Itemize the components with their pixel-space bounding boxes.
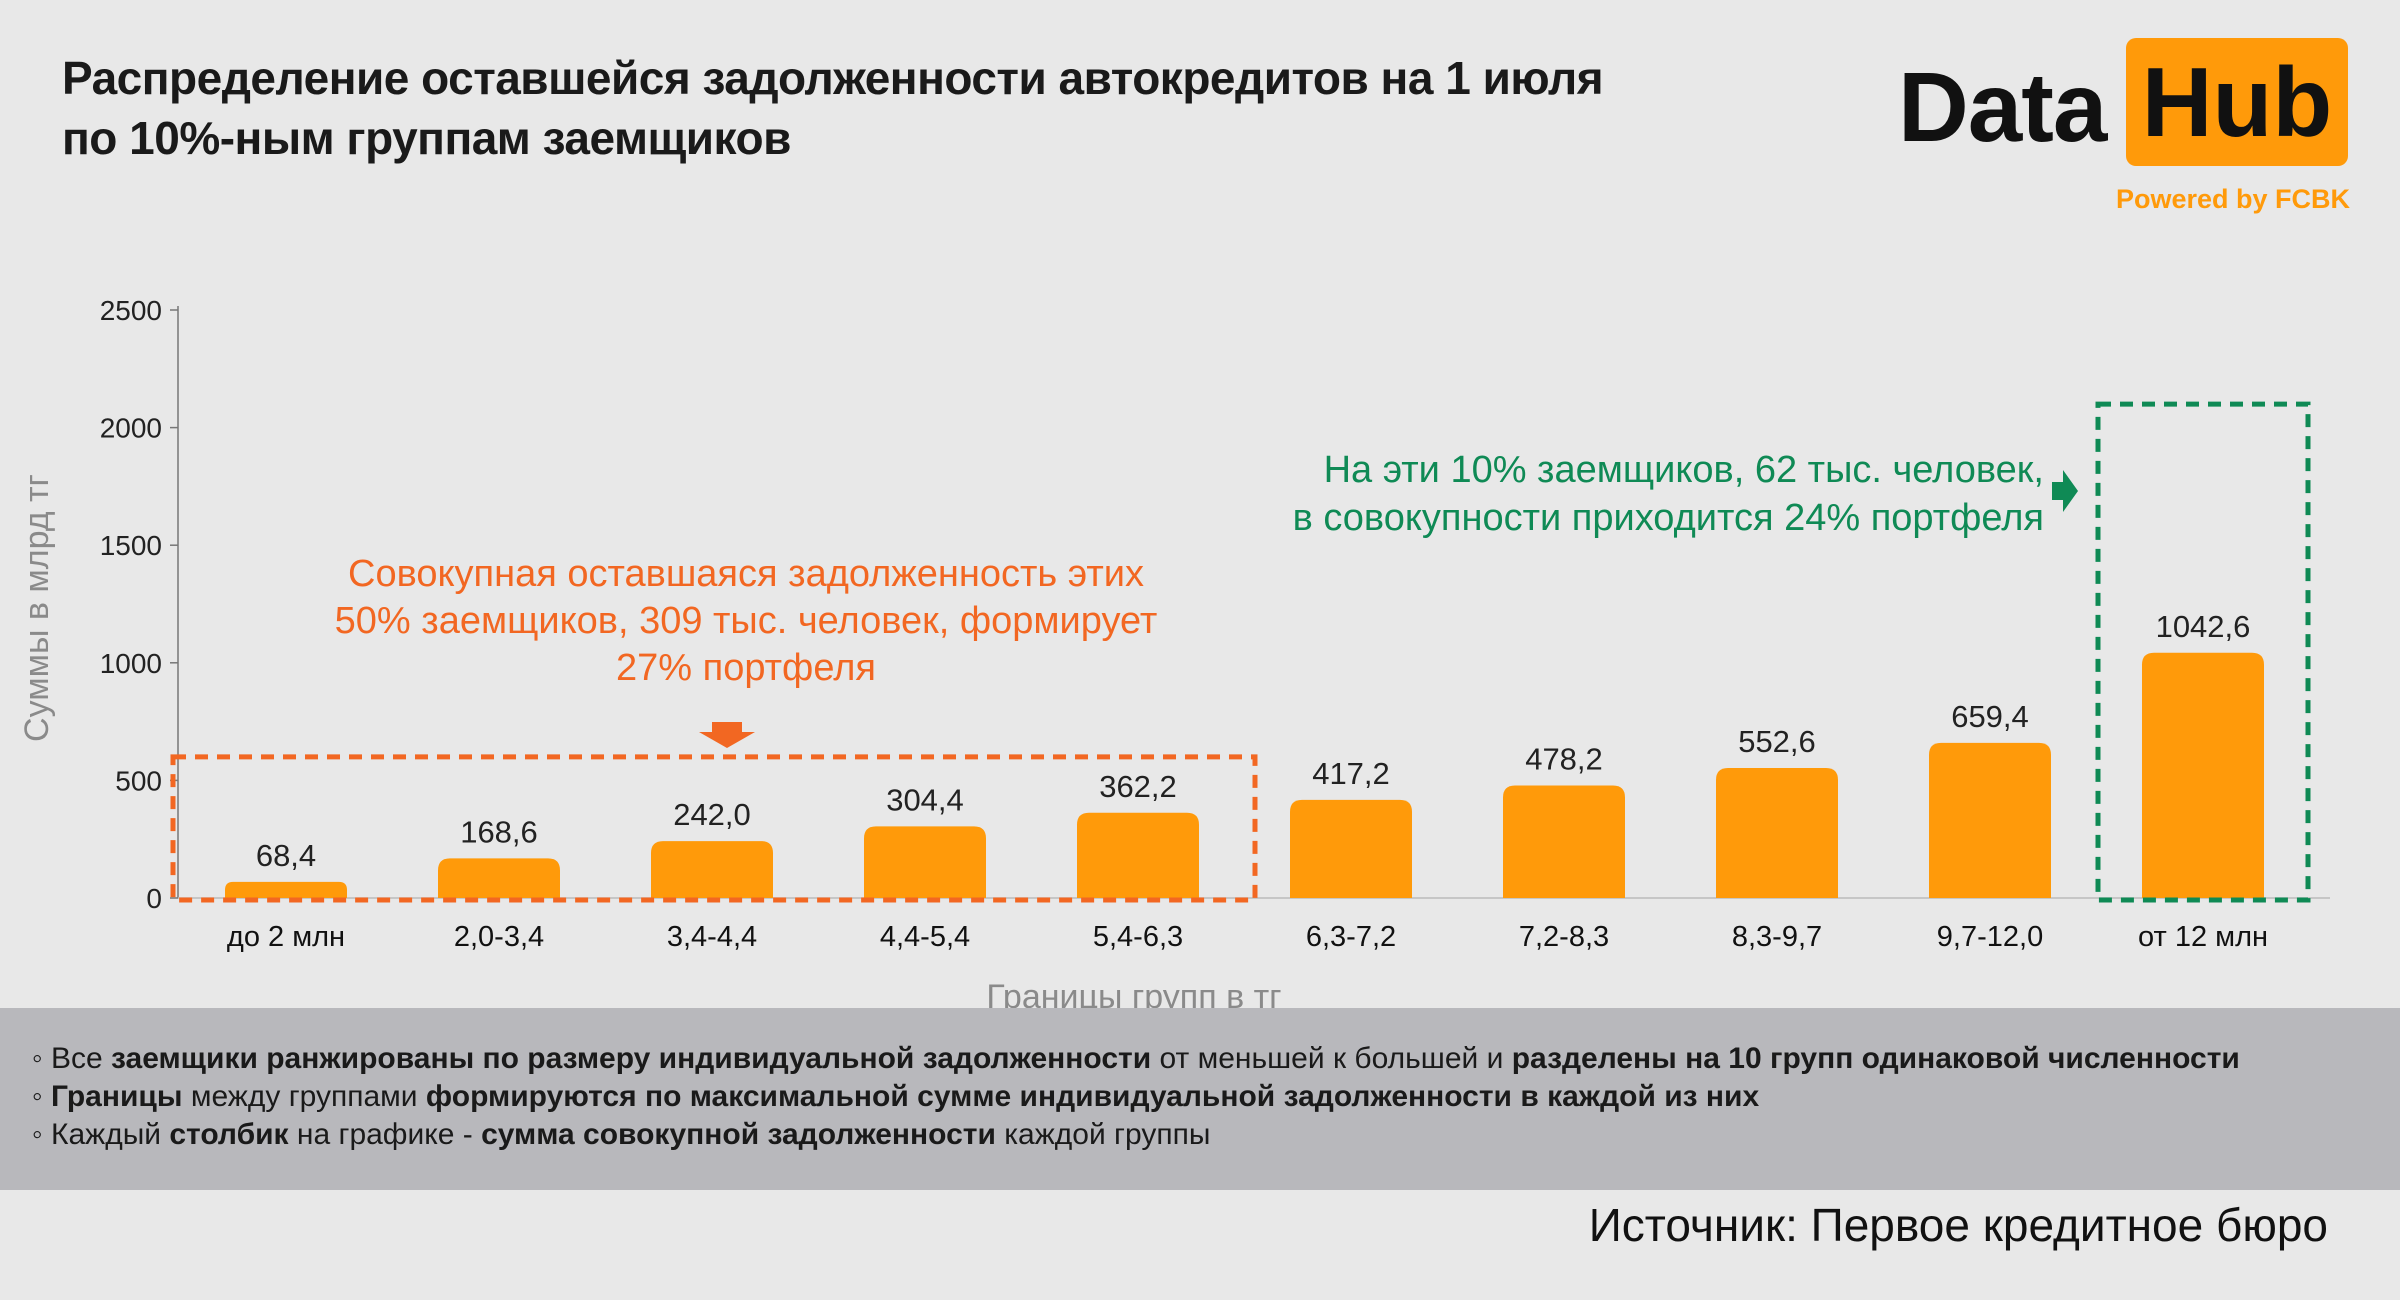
x-tick-label: 5,4-6,3 bbox=[1093, 921, 1183, 953]
note-text: на графике - bbox=[288, 1118, 482, 1151]
x-axis-label: Границы групп в тг bbox=[986, 978, 1281, 1008]
logo-word-data: Data bbox=[1898, 52, 2107, 162]
note-text: ◦ bbox=[32, 1080, 51, 1113]
annotation-text-bottom-50: 50% заемщиков, 309 тыс. человек, формиру… bbox=[335, 600, 1158, 642]
chart-title-line-1: Распределение оставшейся задолженности а… bbox=[62, 52, 1604, 104]
x-tick-label: 2,0-3,4 bbox=[454, 921, 544, 953]
annotation-text-bottom-50: Совокупная оставшаяся задолженность этих bbox=[348, 553, 1144, 595]
bar-value-label: 68,4 bbox=[256, 838, 316, 873]
y-tick-label: 1500 bbox=[100, 530, 162, 561]
x-tick-label: 3,4-4,4 bbox=[667, 921, 757, 953]
bar bbox=[1716, 768, 1838, 898]
x-tick-label: 7,2-8,3 bbox=[1519, 921, 1609, 953]
y-tick-label: 0 bbox=[146, 883, 162, 914]
x-tick-label: 4,4-5,4 bbox=[880, 921, 970, 953]
bar-value-label: 168,6 bbox=[460, 814, 538, 849]
y-axis-label: Суммы в млрд тг bbox=[18, 474, 56, 742]
x-tick-label: от 12 млн bbox=[2138, 921, 2268, 953]
bar bbox=[651, 841, 773, 898]
bar-value-label: 478,2 bbox=[1525, 742, 1603, 777]
bar bbox=[438, 858, 560, 898]
bar bbox=[1290, 799, 1412, 898]
bar-value-label: 242,0 bbox=[673, 797, 751, 832]
note-text: ◦ Все bbox=[32, 1042, 111, 1075]
annotation-text-top-10: в совокупности приходится 24% портфеля bbox=[1293, 497, 2044, 539]
bar-value-label: 362,2 bbox=[1099, 769, 1177, 804]
chart-title-line-2: по 10%-ным группам заемщиков bbox=[62, 112, 791, 164]
annotation-text-bottom-50: 27% портфеля bbox=[616, 647, 876, 689]
bar-value-label: 552,6 bbox=[1738, 724, 1816, 759]
source-note: Источник: Первое кредитное бюро bbox=[1588, 1199, 2328, 1251]
bar-value-label: 417,2 bbox=[1312, 756, 1390, 791]
note-line: ◦ Границы между группами формируются по … bbox=[32, 1078, 2400, 1116]
y-tick-label: 2500 bbox=[100, 295, 162, 326]
note-line: ◦ Каждый столбик на графике - сумма сово… bbox=[32, 1116, 2400, 1154]
x-tick-label: до 2 млн bbox=[227, 921, 345, 953]
notes-panel: ◦ Все заемщики ранжированы по размеру ин… bbox=[0, 1008, 2400, 1190]
note-bold-text: столбик bbox=[169, 1118, 289, 1151]
note-bold-text: разделены на 10 групп одинаковой численн… bbox=[1511, 1042, 2240, 1075]
chart-title: Распределение оставшейся задолженности а… bbox=[62, 48, 1762, 168]
bar bbox=[1503, 785, 1625, 898]
annotation-box-bottom-50 bbox=[170, 754, 1258, 903]
note-line: ◦ Все заемщики ранжированы по размеру ин… bbox=[32, 1040, 2400, 1078]
note-text: от меньшей к большей и bbox=[1151, 1042, 1512, 1075]
bar-value-label: 659,4 bbox=[1951, 699, 2029, 734]
x-tick-label: 8,3-9,7 bbox=[1732, 921, 1822, 953]
datahub-logo: Data Hub Powered by FCBK bbox=[1890, 36, 2350, 216]
bar-value-label: 304,4 bbox=[886, 782, 964, 817]
arrow-right-icon bbox=[2052, 470, 2078, 512]
x-tick-label: 9,7-12,0 bbox=[1937, 921, 2043, 953]
arrow-down-icon bbox=[699, 722, 755, 748]
bar bbox=[864, 826, 986, 898]
bar-chart: 0 500 1000 1500 2000 2500 Суммы в млрд тг 68,4 д… bbox=[18, 295, 2330, 1008]
logo-tagline: Powered by FCBK bbox=[2115, 184, 2350, 214]
note-bold-text: формируются по максимальной сумме индиви… bbox=[425, 1080, 1760, 1113]
bar bbox=[225, 881, 347, 898]
note-text: каждой группы bbox=[995, 1118, 1211, 1151]
bar bbox=[2142, 652, 2264, 898]
note-text: ◦ Каждый bbox=[32, 1118, 170, 1151]
y-tick-label: 1000 bbox=[100, 648, 162, 679]
note-bold-text: Границы bbox=[50, 1080, 183, 1113]
note-text: между группами bbox=[182, 1080, 426, 1113]
note-bold-text: сумма совокупной задолженности bbox=[481, 1118, 996, 1151]
bar-value-label: 1042,6 bbox=[2156, 609, 2251, 644]
bar bbox=[1929, 742, 2051, 898]
y-tick-label: 2000 bbox=[100, 413, 162, 444]
annotation-text-top-10: На эти 10% заемщиков, 62 тыс. человек, bbox=[1324, 449, 2044, 491]
note-bold-text: заемщики ранжированы по размеру индивиду… bbox=[111, 1042, 1152, 1075]
bar bbox=[1077, 812, 1199, 898]
y-tick-label: 500 bbox=[115, 765, 162, 796]
logo-word-hub: Hub bbox=[2126, 38, 2348, 166]
x-tick-label: 6,3-7,2 bbox=[1306, 921, 1396, 953]
